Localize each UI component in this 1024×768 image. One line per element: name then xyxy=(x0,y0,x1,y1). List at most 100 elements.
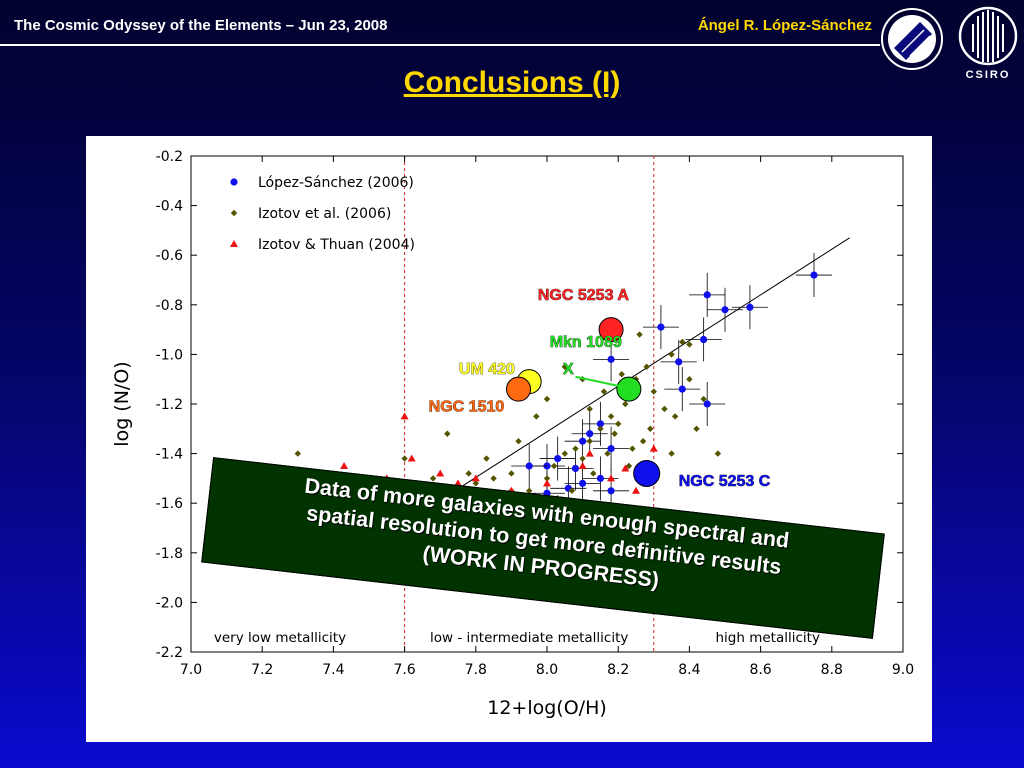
author-name: Ángel R. López-Sánchez xyxy=(697,17,872,34)
data-point xyxy=(294,450,301,457)
data-point xyxy=(444,430,451,437)
data-point xyxy=(490,475,497,482)
telescope-rib-icon xyxy=(909,35,931,57)
data-point xyxy=(471,474,480,482)
data-point xyxy=(596,420,604,428)
metallicity-region-label: very low metallicity xyxy=(214,630,346,646)
data-point xyxy=(607,487,615,495)
x-tick-label: 7.0 xyxy=(180,662,202,678)
telescope-rib-icon xyxy=(901,29,925,53)
data-point xyxy=(607,355,615,363)
data-point xyxy=(586,430,594,438)
csiro-ring-icon xyxy=(958,6,1018,66)
data-point xyxy=(465,470,472,477)
header-divider xyxy=(0,44,880,46)
highlighted-galaxy-point xyxy=(633,459,661,487)
data-point xyxy=(607,413,615,420)
logo-ring-icon xyxy=(881,8,943,70)
metallicity-region-label: high metallicity xyxy=(715,630,819,646)
data-point xyxy=(643,363,650,370)
data-point xyxy=(649,444,658,452)
csiro-lines-icon xyxy=(972,10,1004,62)
legend-entry: Izotov & Thuan (2004) xyxy=(258,237,415,253)
data-point xyxy=(543,479,551,487)
legend-marker xyxy=(230,240,238,247)
data-point xyxy=(604,450,611,457)
data-point xyxy=(675,358,683,366)
data-point xyxy=(561,450,568,457)
data-point xyxy=(407,454,416,462)
x-tick-label: 8.2 xyxy=(607,662,629,678)
legend-marker xyxy=(230,209,238,217)
data-point xyxy=(436,469,445,477)
data-point xyxy=(579,437,587,445)
data-point xyxy=(400,412,409,420)
highlighted-galaxy-point xyxy=(616,376,642,402)
data-point xyxy=(686,341,693,348)
y-tick-label: -1.2 xyxy=(156,397,183,413)
data-point xyxy=(647,425,654,432)
x-tick-label: 7.4 xyxy=(322,662,344,678)
data-point xyxy=(657,323,665,331)
data-point xyxy=(508,470,515,477)
data-point xyxy=(810,271,818,279)
x-tick-label: 8.0 xyxy=(536,662,558,678)
data-point xyxy=(586,438,593,445)
data-point xyxy=(607,474,616,482)
data-point xyxy=(572,445,579,452)
csiro-wordmark: CSIRO xyxy=(966,69,1011,81)
data-point xyxy=(571,464,580,473)
data-point xyxy=(671,413,679,420)
australia-telescope-logo xyxy=(881,8,943,70)
y-axis-label: log (N/O) xyxy=(111,361,133,446)
data-point xyxy=(618,371,625,378)
data-point xyxy=(596,474,604,482)
data-point xyxy=(721,306,729,314)
data-point xyxy=(578,462,587,469)
galaxy-label: X xyxy=(563,361,574,378)
x-tick-label: 8.4 xyxy=(678,662,700,678)
data-point xyxy=(579,455,586,462)
y-tick-label: -0.8 xyxy=(156,298,183,314)
data-point xyxy=(590,470,597,477)
data-point xyxy=(483,455,490,462)
data-point xyxy=(525,462,533,470)
y-tick-label: -1.4 xyxy=(156,447,183,463)
data-point xyxy=(679,338,686,346)
legend-entry: Izotov et al. (2006) xyxy=(258,206,391,222)
data-point xyxy=(585,449,594,457)
data-point xyxy=(629,445,636,452)
data-point xyxy=(746,303,754,311)
data-point xyxy=(622,400,629,408)
data-point xyxy=(600,388,608,395)
data-point xyxy=(340,462,349,469)
data-point xyxy=(586,405,593,413)
x-tick-label: 8.6 xyxy=(749,662,771,678)
data-point xyxy=(621,464,630,472)
data-point xyxy=(700,335,708,344)
galaxy-label: NGC 5253 A xyxy=(538,287,629,304)
data-point xyxy=(515,438,522,445)
data-point xyxy=(650,388,657,395)
data-point xyxy=(714,450,722,457)
x-tick-label: 7.8 xyxy=(465,662,487,678)
y-tick-label: -0.6 xyxy=(156,248,183,264)
talk-title: The Cosmic Odyssey of the Elements – Jun… xyxy=(14,17,388,34)
legend-entry: López-Sánchez (2006) xyxy=(258,175,414,191)
data-point xyxy=(693,425,700,432)
data-point xyxy=(703,400,711,408)
y-tick-label: -2.0 xyxy=(156,595,183,611)
chart-panel: NGC 5253 A Mkn 1089 X UM 420 NGC 1510 NGC 525… xyxy=(86,136,932,742)
metallicity-region-label: low - intermediate metallicity xyxy=(430,630,628,646)
data-point xyxy=(678,385,686,393)
x-axis-label: 12+log(O/H) xyxy=(487,697,607,719)
data-point xyxy=(700,395,707,403)
data-point xyxy=(597,425,604,432)
header-bar: The Cosmic Odyssey of the Elements – Jun… xyxy=(0,0,1024,56)
highlighted-galaxy-point xyxy=(598,317,624,343)
data-point xyxy=(639,438,647,445)
y-tick-label: -0.4 xyxy=(156,199,183,215)
data-point xyxy=(401,455,408,462)
y-tick-label: -1.0 xyxy=(156,347,183,363)
data-point xyxy=(625,462,633,470)
